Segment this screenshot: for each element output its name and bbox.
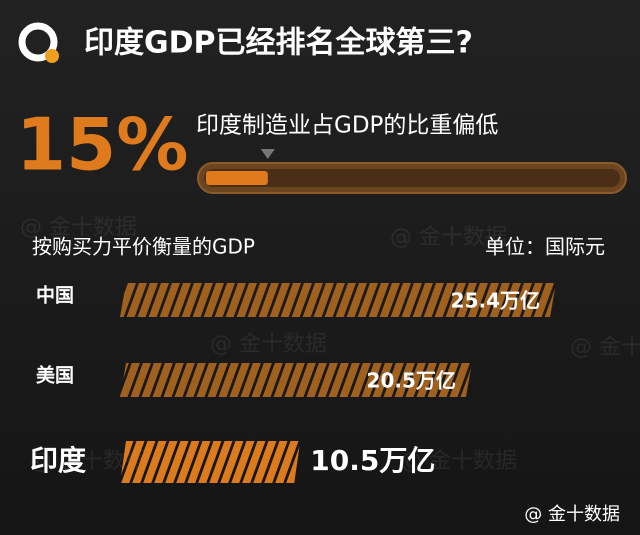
bar bbox=[120, 283, 557, 317]
logo bbox=[18, 22, 59, 63]
value-label: 20.5万亿 bbox=[367, 369, 456, 393]
source: @ 金十数据 bbox=[524, 504, 620, 525]
title: 印度GDP已经排名全球第三? bbox=[84, 26, 473, 61]
watermark: @ 金十数据 bbox=[390, 225, 507, 250]
progress-title: 印度制造业占GDP的比重偏低 bbox=[196, 113, 498, 139]
chart-title: 按购买力平价衡量的GDP bbox=[32, 235, 255, 259]
watermark: @ 金十数据 bbox=[20, 215, 137, 240]
category-label: 印度 bbox=[30, 444, 86, 477]
bar bbox=[120, 363, 472, 397]
unit-label: 单位：国际元 bbox=[485, 235, 605, 259]
progress-inner bbox=[204, 169, 620, 187]
big-number: 15% bbox=[16, 103, 188, 187]
watermark: @ 金十数据 bbox=[400, 449, 517, 474]
watermark: @ 金十数据 bbox=[210, 332, 327, 357]
watermarks: @ 金十数据@ 金十数据@ 金十数据@ 金十数据@ 金十数据@ 金十数据 bbox=[20, 215, 640, 474]
progress-fill bbox=[206, 171, 268, 185]
category-label: 中国 bbox=[36, 284, 74, 307]
bar bbox=[120, 441, 301, 483]
category-label: 美国 bbox=[36, 364, 74, 387]
value-label: 25.4万亿 bbox=[451, 289, 540, 313]
value-label: 10.5万亿 bbox=[310, 444, 435, 477]
progress-marker bbox=[260, 149, 275, 159]
watermark: @ 金十数据 bbox=[570, 335, 640, 360]
